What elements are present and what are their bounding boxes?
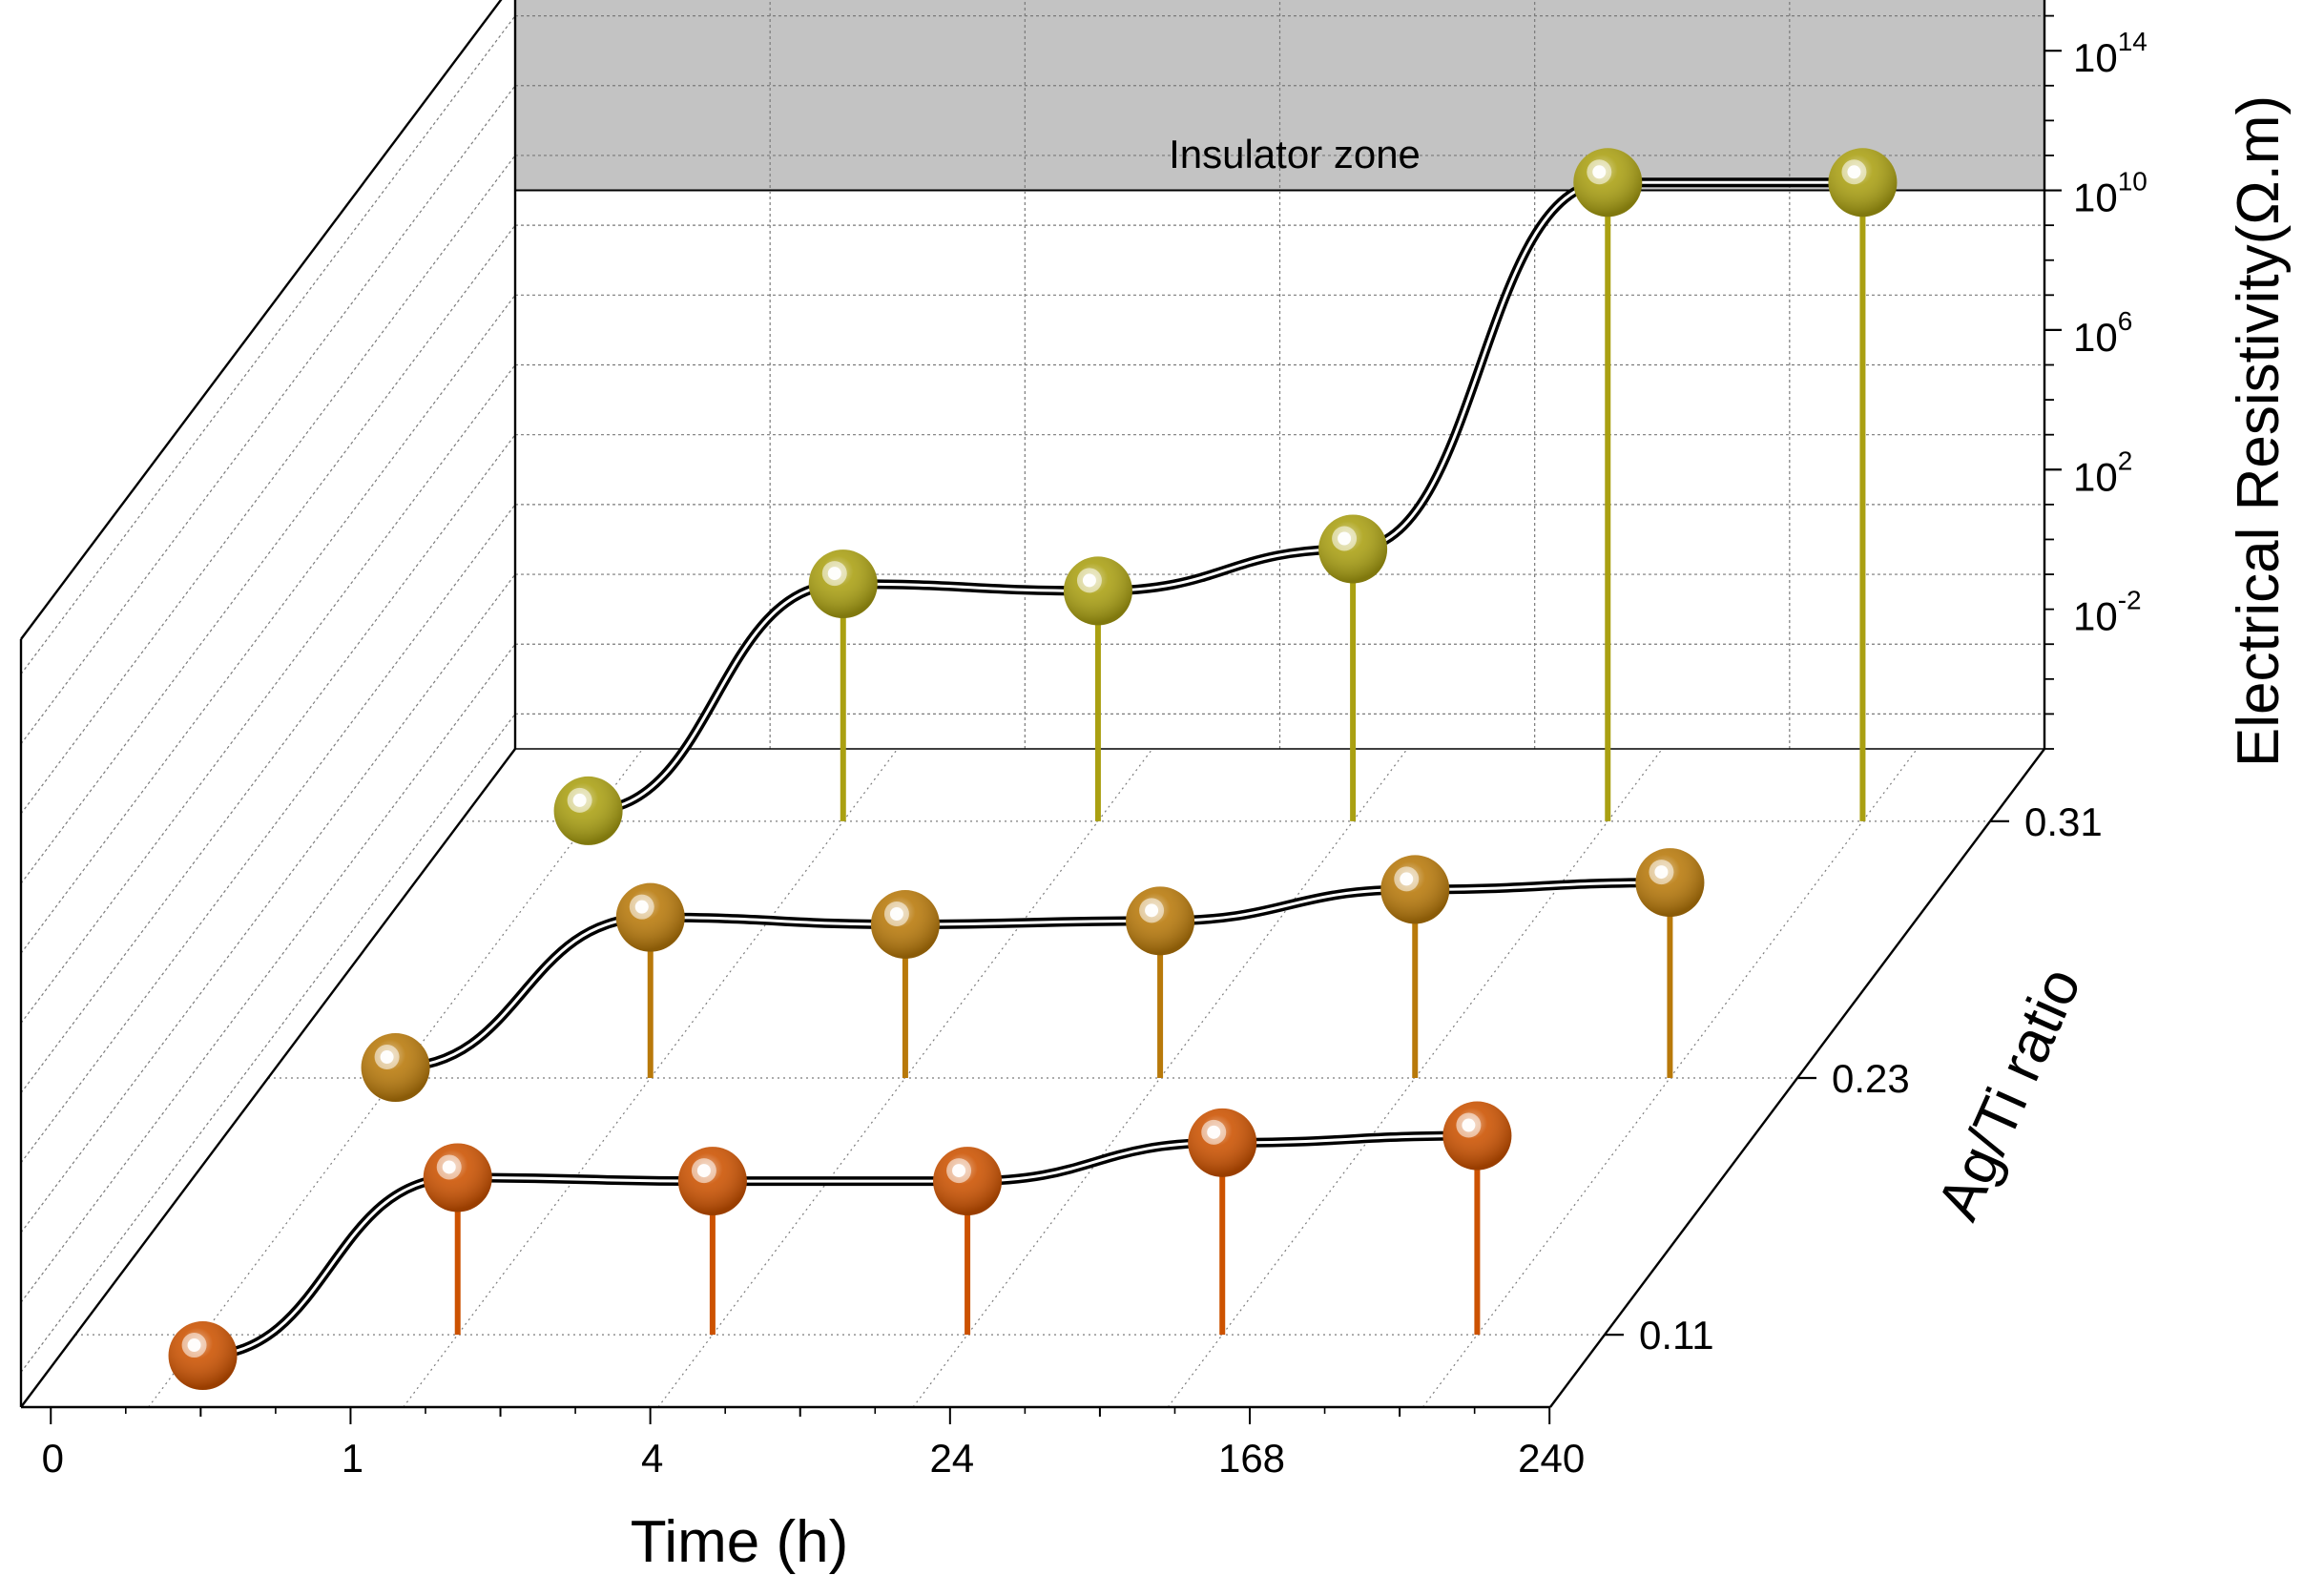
data-point [870, 890, 940, 959]
y-tick-label: 0.23 [1832, 1056, 1910, 1101]
x-tick-label: 4 [641, 1436, 663, 1481]
data-point-shade [423, 1143, 492, 1213]
data-point-highlight [380, 1050, 394, 1065]
data-point [1188, 1108, 1257, 1177]
data-point-highlight [1847, 165, 1861, 179]
data-point-shade [933, 1147, 1003, 1216]
data-point-highlight [889, 907, 903, 921]
data-point [1828, 148, 1898, 218]
data-point-shade [553, 776, 623, 845]
data-point [1063, 556, 1132, 626]
data-point-highlight [827, 567, 841, 581]
data-point [168, 1321, 238, 1391]
x-tick-label: 0 [42, 1436, 64, 1481]
data-series [168, 148, 1898, 1391]
data-point [1126, 886, 1195, 956]
data-point [553, 776, 623, 845]
data-point-shade [361, 1033, 430, 1103]
top-left-edge [20, 0, 503, 640]
data-point-shade [1442, 1101, 1512, 1171]
data-point-shade [1188, 1108, 1257, 1177]
data-point [361, 1033, 430, 1103]
z-tick-label: 1010 [2073, 167, 2147, 220]
z-tick-label: 1014 [2073, 27, 2147, 80]
data-point-shade [677, 1147, 747, 1216]
data-point [1380, 855, 1450, 924]
data-point-shade [1126, 886, 1195, 956]
y-tick-label: 0.11 [1639, 1313, 1714, 1358]
data-point-shade [1318, 514, 1388, 584]
series-0.31 [553, 148, 1898, 845]
data-point [1573, 148, 1643, 218]
floor-left-edge [20, 748, 516, 1408]
back-walls [21, 0, 2044, 1407]
data-point-highlight [1145, 903, 1159, 918]
data-point [1635, 848, 1705, 918]
data-point [808, 549, 878, 619]
data-point [423, 1143, 492, 1213]
connector-line-outer [197, 1130, 1483, 1361]
data-point-highlight [1654, 865, 1669, 880]
data-point [677, 1147, 747, 1216]
z-tick-label: 102 [2073, 446, 2132, 499]
data-point-shade [615, 882, 685, 952]
data-point-highlight [1400, 872, 1414, 886]
x-axis-title: Time (h) [631, 1509, 848, 1575]
data-point-shade [1573, 148, 1643, 218]
x-tick-label: 1 [342, 1436, 363, 1481]
data-point-shade [870, 890, 940, 959]
left-wall [21, 0, 515, 1407]
data-point-highlight [1462, 1118, 1476, 1132]
data-point-shade [168, 1321, 238, 1391]
axes-frame [19, 0, 2062, 1424]
connector-line-outer [390, 878, 1675, 1073]
data-point-highlight [952, 1164, 966, 1178]
connector-line-inner [201, 1134, 1479, 1358]
data-point-shade [1063, 556, 1132, 626]
data-point-highlight [442, 1160, 456, 1174]
connector-line-inner [394, 881, 1671, 1069]
data-point-shade [1635, 848, 1705, 918]
z-tick-label: 10-2 [2073, 586, 2142, 639]
series-0.23 [361, 848, 1705, 1103]
data-point-highlight [1338, 531, 1352, 546]
data-point [615, 882, 685, 952]
data-point [933, 1147, 1003, 1216]
x-tick-label: 240 [1518, 1436, 1585, 1481]
data-point-highlight [572, 793, 587, 807]
data-point [1442, 1101, 1512, 1171]
data-point-highlight [1592, 165, 1607, 179]
data-point-highlight [1207, 1125, 1221, 1139]
data-point-highlight [696, 1164, 711, 1178]
data-point [1318, 514, 1388, 584]
z-axis-title: Electrical Resistivity(Ω.m) [2226, 95, 2292, 767]
data-point-shade [1828, 148, 1898, 218]
insulator-zone-label: Insulator zone [1169, 132, 1421, 176]
axis-labels: 0 1 4 24 168 240 0.11 0.23 0.31 1014 1010 106 102 10-… [42, 27, 2147, 1481]
data-point-highlight [634, 900, 649, 914]
x-tick-label: 24 [929, 1436, 974, 1481]
y-tick-label: 0.31 [2024, 799, 2103, 844]
z-tick-label: 106 [2073, 306, 2132, 360]
y-axis-title: Ag/Ti ratio [1925, 959, 2094, 1230]
data-point-shade [1380, 855, 1450, 924]
series-0.11 [168, 1101, 1512, 1391]
data-point-highlight [187, 1338, 201, 1353]
x-tick-label: 168 [1218, 1436, 1285, 1481]
data-point-shade [808, 549, 878, 619]
data-point-highlight [1082, 573, 1096, 588]
